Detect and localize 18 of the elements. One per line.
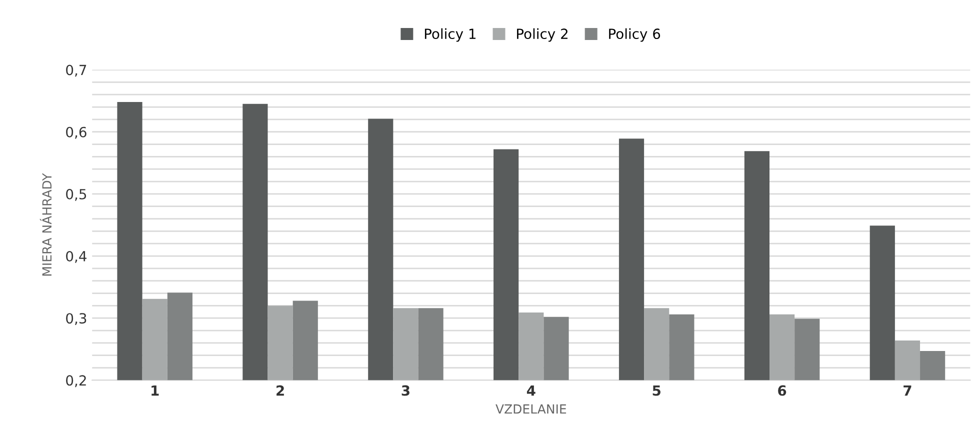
y-tick-label: 0,6 <box>66 126 86 139</box>
y-tick-label: 0,7 <box>66 64 86 77</box>
legend-label: Policy 1 <box>424 28 476 42</box>
y-tick-label: 0,3 <box>66 313 86 325</box>
x-axis-title: VZDELANIE <box>496 404 566 414</box>
x-tick-label: 1 <box>152 385 159 396</box>
x-tick-label: 2 <box>276 385 284 396</box>
y-axis-title: MIERA NÁHRADY <box>40 173 52 276</box>
legend-label: Policy 6 <box>609 28 660 42</box>
y-tick-label: 0,5 <box>66 188 86 201</box>
x-tick-label: 6 <box>778 385 786 396</box>
y-tick-label: 0,2 <box>66 375 86 388</box>
x-tick-label: 5 <box>652 385 660 396</box>
y-tick-label: 0,4 <box>66 250 86 263</box>
x-tick-label: 3 <box>402 385 410 396</box>
legend-label: Policy 2 <box>517 28 568 42</box>
x-tick-label: 7 <box>904 385 912 396</box>
x-tick-label: 4 <box>526 385 536 396</box>
